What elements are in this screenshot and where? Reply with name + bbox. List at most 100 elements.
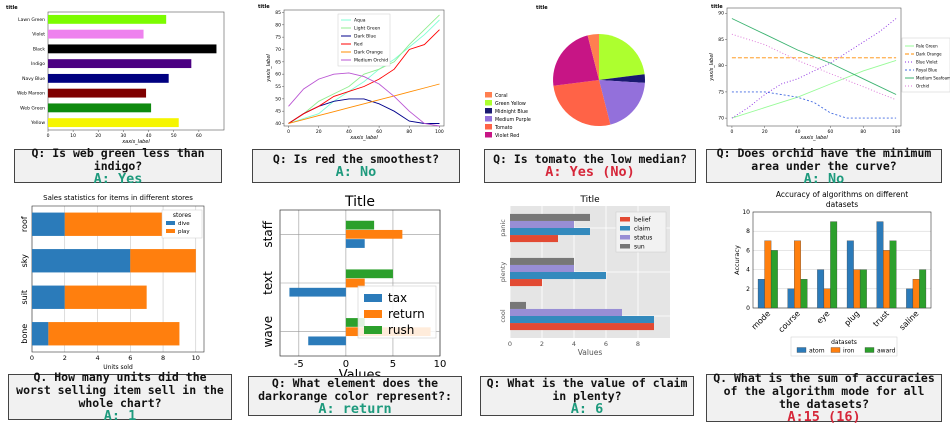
y-tick-label: 60: [275, 72, 281, 78]
legend-swatch: [620, 235, 630, 240]
bar-plug-atom: [846, 240, 854, 309]
y-tick-label: 50: [275, 96, 281, 102]
chart-c3: title Coral Green Yellow Midnight Blue Mediu…: [485, 5, 645, 139]
y-tick-label: 6: [746, 247, 750, 254]
x-tick-label: 80: [860, 129, 866, 135]
bar-plenty-belief: [510, 279, 542, 287]
bar-trust-award: [889, 240, 897, 309]
bar-panic-claim: [510, 228, 590, 236]
legend-swatch: [485, 132, 492, 138]
bar-panic-status: [510, 220, 574, 228]
legend-box: [161, 209, 203, 239]
qa-box-c8: Q. What is the sum of accuracies of the …: [706, 372, 942, 425]
legend-label: Light Green: [354, 26, 380, 32]
x-tick-label: eye: [815, 309, 832, 326]
legend-swatch: [485, 108, 492, 114]
bar-cool-claim: [510, 316, 654, 324]
chart-title-line-2: datasets: [826, 200, 858, 209]
bar-panic-sun: [510, 213, 590, 221]
question-text-c2: Q: Is red the smoothest?: [272, 152, 440, 166]
y-tick-label: wave: [261, 316, 275, 348]
bar-roof-play: [64, 212, 164, 236]
y-tick-label: suit: [20, 290, 29, 305]
answer-text-c5: A: 1: [103, 408, 137, 424]
y-tick-label: 45: [275, 109, 281, 115]
bar-mode-atom: [757, 279, 765, 309]
bar-yellow: [48, 118, 179, 128]
chart-title: Title: [344, 194, 375, 210]
chart-c7: Title 0 2 4 6 8 Values cool plenty panic belief cla…: [499, 195, 670, 357]
legend-swatch: [485, 116, 492, 122]
y-tick-label: 90: [718, 11, 724, 17]
legend-label: tax: [388, 291, 407, 305]
x-tick-label: 60: [196, 133, 202, 139]
chart-title: Title: [579, 195, 600, 205]
bar-saline-award: [919, 269, 927, 309]
plot-frame: [283, 9, 445, 127]
legend-label: atom: [809, 348, 825, 355]
plot-frame: [31, 205, 205, 353]
plot-frame: [47, 11, 225, 131]
answer-text-c8: A:15 (16): [787, 409, 861, 425]
pie-slice-medium-purple: [599, 80, 645, 125]
bar-bone-play: [48, 322, 180, 346]
bar-indigo: [48, 59, 192, 69]
answer-text-c1: A: Yes: [93, 170, 143, 187]
y-tick-label: 0: [746, 305, 750, 312]
legend-label: award: [877, 348, 896, 355]
answer-text-c7: A: 6: [570, 400, 604, 417]
legend-label: Orchid: [916, 84, 930, 89]
answer-text-c3: A: Yes (No): [545, 164, 635, 180]
y-tick-label: panic: [499, 219, 507, 237]
pie-slice-violet-red: [553, 35, 599, 86]
series-line-medium-seafoam: [731, 18, 897, 95]
legend-swatch: [485, 100, 492, 106]
x-tick-label: 20: [316, 129, 322, 135]
bar-eye-award: [830, 221, 838, 309]
bar-sky-play: [130, 249, 196, 273]
chart-panel-c7: Title 0 2 4 6 8 Values cool plenty panic belief cla…: [476, 190, 701, 370]
x-tick-label: 2: [540, 340, 544, 348]
x-tick-label: -5: [294, 359, 304, 370]
x-tick-label: 0: [30, 354, 34, 362]
x-tick-label: 0: [47, 133, 50, 139]
legend-box: [901, 37, 950, 93]
y-axis-label: yaxis_label: [266, 54, 272, 83]
pie-slice-midnight-blue: [599, 74, 645, 83]
series-line-blue-violet: [731, 18, 897, 119]
question-text-c5: Q. How many units did the worst selling …: [16, 370, 224, 410]
legend-label: Medium Orchid: [354, 58, 388, 64]
bar-cool-status: [510, 308, 622, 316]
bar-black: [48, 44, 217, 54]
y-tick-label: 8: [746, 228, 750, 235]
bar-course-iron: [794, 240, 801, 309]
y-tick-label: staff: [261, 220, 275, 247]
legend-label: Aqua: [354, 18, 366, 24]
x-tick-label: 80: [406, 129, 412, 135]
y-tick-label: text: [261, 271, 275, 295]
qa-box-c7: Q: What is the value of claim in plenty?…: [480, 376, 694, 416]
qa-box-c2: Q: Is red the smoothest? A: No: [252, 149, 460, 183]
legend-label: Red: [354, 42, 363, 48]
y-tick-label: plenty: [499, 262, 507, 283]
bar-mode-iron: [764, 240, 772, 309]
x-tick-label: 0: [287, 129, 290, 135]
legend-swatch: [364, 326, 382, 334]
pie-slice-tomato: [553, 80, 611, 127]
y-tick-label: 70: [275, 47, 281, 53]
legend-label: sun: [634, 244, 645, 251]
x-tick-label: 40: [146, 133, 152, 139]
bar-violet: [48, 29, 144, 39]
bar-eye-iron: [823, 288, 831, 309]
y-tick-label: 75: [718, 89, 724, 95]
legend-label: play: [178, 229, 190, 235]
bar-web-green: [48, 103, 152, 113]
bar-roof-dive: [32, 212, 65, 236]
x-tick-label: 40: [795, 129, 801, 135]
x-tick-label: 0: [508, 340, 512, 348]
plot-frame: [752, 211, 932, 309]
y-tick-label: 10: [742, 209, 750, 216]
x-tick-label: 50: [171, 133, 177, 139]
y-tick-label: 80: [275, 22, 281, 28]
answer-text-c4: A: No: [803, 170, 845, 187]
